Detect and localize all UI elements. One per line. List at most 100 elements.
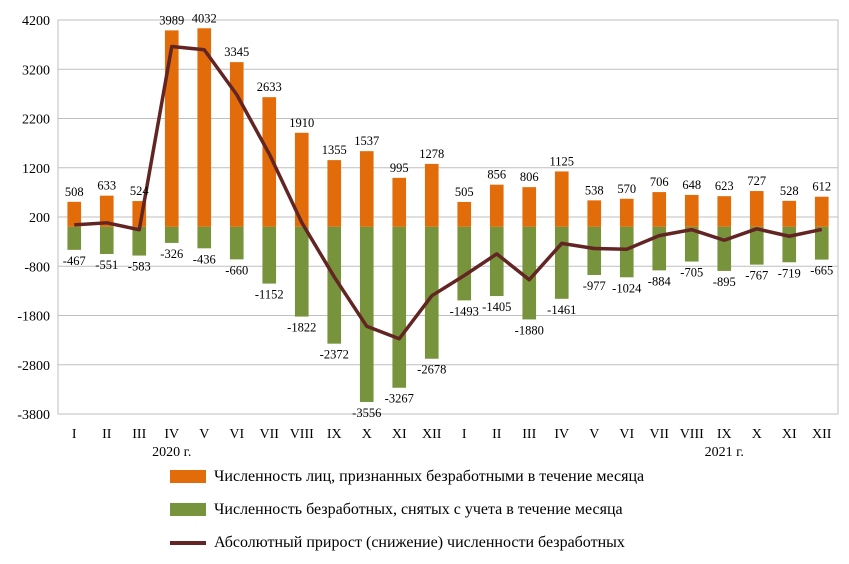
legend-swatch-growth	[170, 540, 206, 545]
data-label-recognized: 1355	[322, 143, 347, 157]
data-label-recognized: 2633	[257, 80, 282, 94]
bar-recognized	[457, 201, 472, 227]
x-tick-label: X	[752, 427, 762, 442]
x-tick-label: IV	[164, 427, 179, 442]
data-label-removed: -1493	[450, 304, 479, 318]
bar-removed	[717, 226, 732, 271]
bar-removed	[782, 226, 797, 263]
data-label-removed: -583	[128, 260, 151, 274]
data-label-removed: -551	[95, 258, 118, 272]
x-tick-label: V	[589, 427, 599, 442]
data-label-removed: -719	[778, 266, 801, 280]
legend-label-recognized: Численность лиц, признанных безработными…	[214, 467, 645, 485]
bar-recognized	[424, 163, 439, 227]
bar-recognized	[359, 151, 374, 227]
data-label-recognized: 1125	[549, 154, 574, 168]
bar-removed	[229, 226, 244, 260]
data-label-recognized: 1278	[419, 147, 444, 161]
bar-removed	[554, 226, 569, 299]
data-label-removed: -2372	[320, 348, 349, 362]
data-label-recognized: 995	[390, 161, 409, 175]
x-tick-label: XII	[812, 427, 832, 442]
data-label-removed: -977	[583, 279, 606, 293]
data-label-recognized: 727	[747, 174, 766, 188]
data-label-removed: -767	[745, 269, 768, 283]
bar-recognized	[684, 194, 699, 227]
data-label-recognized: 806	[520, 170, 539, 184]
y-tick-label: -800	[24, 260, 50, 275]
bar-removed	[294, 226, 309, 317]
bar-removed	[262, 226, 277, 284]
data-label-removed: -660	[225, 263, 248, 277]
growth-series-line	[74, 44, 823, 341]
bar-removed	[67, 226, 82, 250]
x-tick-label: VI	[229, 427, 244, 442]
data-label-removed: -705	[680, 266, 703, 280]
data-label-recognized: 528	[780, 184, 799, 198]
bar-recognized	[749, 191, 764, 227]
bar-recognized	[522, 187, 537, 227]
x-tick-label: X	[362, 427, 372, 442]
x-tick-label: VI	[619, 427, 634, 442]
bar-removed	[197, 226, 212, 249]
bar-removed	[164, 226, 179, 243]
data-labels: 508 -467 633 -551 524 -583 3989 -326 4032 -436 334…	[63, 11, 833, 420]
data-label-recognized: 505	[455, 185, 474, 199]
x-tick-label: VII	[650, 427, 670, 442]
bar-removed	[619, 226, 634, 278]
x-tick-label: VII	[260, 427, 280, 442]
data-label-recognized: 1537	[354, 134, 379, 148]
x-tick-label: II	[492, 427, 502, 442]
bar-recognized	[67, 201, 82, 227]
data-label-removed: -3556	[352, 406, 381, 420]
bar-recognized	[392, 177, 407, 227]
x-year-label: 2021 г.	[705, 445, 744, 460]
bar-removed	[99, 226, 114, 254]
bar-removed	[587, 226, 602, 275]
bar-removed	[424, 226, 439, 359]
x-year-label: 2020 г.	[152, 445, 191, 460]
data-label-recognized: 856	[487, 168, 506, 182]
x-axis-ticks: I II III IV V VI VII VIII IX X XI XII I II III IV V VI VII…	[72, 427, 832, 460]
bar-recognized	[99, 195, 114, 227]
legend-item-removed: Численность безработных, снятых с учета …	[170, 493, 644, 526]
legend-item-recognized: Численность лиц, признанных безработными…	[170, 460, 644, 493]
data-label-recognized: 1910	[289, 116, 314, 130]
legend-swatch-recognized	[170, 470, 206, 483]
data-label-recognized: 3345	[224, 45, 249, 59]
data-label-removed: -1822	[287, 321, 316, 335]
bar-removed	[684, 226, 699, 262]
data-label-removed: -665	[810, 264, 833, 278]
data-label-removed: -1405	[482, 300, 511, 314]
bar-recognized	[197, 28, 212, 227]
bar-removed	[359, 226, 374, 402]
data-label-recognized: 648	[682, 178, 701, 192]
x-tick-label: XII	[422, 427, 442, 442]
x-tick-label: I	[72, 427, 77, 442]
bar-removed	[522, 226, 537, 320]
legend-label-growth: Абсолютный прирост (снижение) численност…	[214, 533, 625, 551]
x-tick-label: V	[199, 427, 209, 442]
gridlines	[57, 19, 839, 415]
legend-item-growth: Абсолютный прирост (снижение) численност…	[170, 526, 644, 559]
y-tick-label: 200	[29, 211, 50, 226]
x-tick-label: IX	[717, 427, 732, 442]
data-label-removed: -884	[648, 274, 672, 288]
bar-recognized	[717, 196, 732, 227]
bar-recognized	[814, 196, 829, 227]
chart: 4200 3200 2200 1200 200 -800 -1800 -2800 -3800 5…	[17, 11, 839, 460]
y-axis-ticks: 4200 3200 2200 1200 200 -800 -1800 -2800 -3800	[17, 14, 50, 423]
bars	[67, 28, 829, 402]
x-tick-label: VIII	[290, 427, 314, 442]
bar-removed	[814, 226, 829, 260]
data-label-removed: -1024	[612, 281, 642, 295]
data-label-removed: -326	[160, 247, 183, 261]
x-tick-label: IX	[327, 427, 342, 442]
bar-recognized	[327, 160, 342, 227]
data-label-removed: -1880	[515, 323, 544, 337]
data-label-recognized: 524	[130, 184, 150, 198]
x-tick-label: III	[522, 427, 536, 442]
data-label-removed: -2678	[417, 363, 446, 377]
bar-recognized	[554, 171, 569, 227]
y-tick-label: -2800	[17, 359, 50, 374]
